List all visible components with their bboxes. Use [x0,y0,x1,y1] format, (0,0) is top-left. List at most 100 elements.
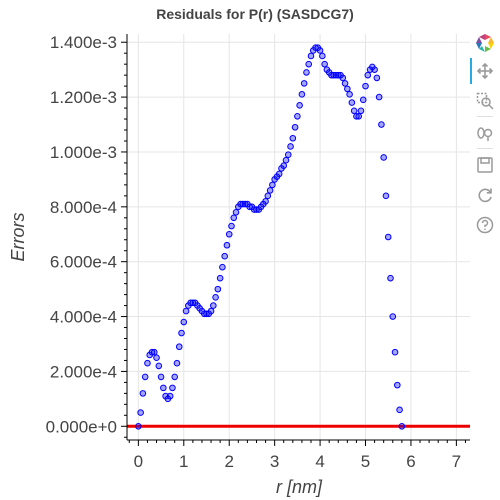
data-point [157,373,165,381]
data-point [284,151,292,159]
data-point [346,91,353,98]
x-axis-label: r [nm] [276,477,323,497]
data-point [228,222,235,230]
data-point [387,274,394,282]
x-axis: 0 1 2 3 4 5 6 7 [127,439,470,471]
data-point [153,354,160,362]
data-point [296,102,303,109]
data-point [239,200,247,208]
data-point [300,80,308,87]
data-point [355,112,362,120]
data-point [339,74,347,82]
data-point [332,71,340,79]
data-point [316,47,324,54]
data-point [219,263,226,271]
data-point [394,381,401,389]
data-point [223,241,231,249]
data-point [232,209,240,216]
data-point [305,60,313,68]
data-point [182,307,190,315]
data-point [384,233,392,241]
data-point [362,82,369,90]
data-point [264,192,272,200]
help-icon[interactable] [470,212,500,238]
data-point [230,214,238,222]
data-point [155,362,163,370]
plot-area[interactable] [127,34,470,440]
box-zoom-icon[interactable] [470,88,500,114]
data-point [378,121,385,128]
y-tick-label: 2.000e-4 [50,362,117,381]
data-point [303,69,310,76]
data-point [221,252,228,260]
data-point [180,318,188,326]
y-tick-label: 1.000e-3 [50,143,117,162]
y-tick-label: 0.000e+0 [46,417,117,436]
data-point [225,230,233,238]
x-tick-label: 2 [224,452,233,471]
data-point [307,52,315,60]
data-point [282,156,290,164]
data-point [150,348,158,356]
y-tick-label: 1.200e-3 [50,88,117,107]
data-point [148,348,156,356]
data-point [294,112,301,120]
x-tick-label: 6 [406,452,415,471]
y-tick-label: 1.400e-3 [50,33,117,52]
data-point [328,71,335,79]
x-tick-label: 5 [361,452,370,471]
data-point [262,198,269,205]
data-point [269,181,276,189]
x-tick-label: 3 [270,452,279,471]
data-point [319,52,326,60]
data-point [178,329,185,337]
data-point [350,107,358,115]
data-point [144,359,151,367]
data-point [275,170,283,178]
data-point [212,294,219,301]
data-point [141,373,149,381]
data-point [382,192,390,200]
data-point [298,91,306,98]
save-icon[interactable] [470,152,500,178]
data-point [357,107,365,115]
y-tick-label: 8.000e-4 [50,198,117,217]
chart-title: Residuals for P(r) (SASDCG7) [156,6,354,22]
data-point [169,384,176,392]
pan-icon[interactable] [470,58,500,84]
data-point [391,348,399,356]
data-point [135,422,142,430]
data-point [137,409,144,416]
data-point [375,93,383,101]
bokeh-logo-icon[interactable] [470,30,500,56]
data-point [289,134,297,142]
reset-icon[interactable] [470,182,500,208]
y-axis: 0.000e+0 2.000e-4 4.000e-4 6.000e-4 8.000e-4… [46,33,128,440]
data-point [371,66,378,73]
data-point [373,74,381,82]
chart-toolbar [470,30,500,270]
data-point [280,162,288,169]
data-point [341,80,349,87]
data-point [380,154,387,161]
data-point [214,285,222,293]
data-point [139,390,147,397]
data-point [166,392,174,400]
data-point [348,99,356,106]
y-tick-label: 6.000e-4 [50,253,117,272]
x-tick-label: 0 [134,452,143,471]
gridlines [127,34,470,440]
data-point [160,384,167,392]
data-point [175,343,183,351]
data-point [396,406,403,414]
data-point [266,187,274,194]
wheel-zoom-icon[interactable] [470,120,500,146]
data-point [171,373,179,381]
data-point [187,299,194,307]
x-tick-label: 7 [452,452,461,471]
data-point [291,123,299,131]
data-point [237,200,244,208]
data-point [364,71,372,79]
data-point [216,274,224,282]
